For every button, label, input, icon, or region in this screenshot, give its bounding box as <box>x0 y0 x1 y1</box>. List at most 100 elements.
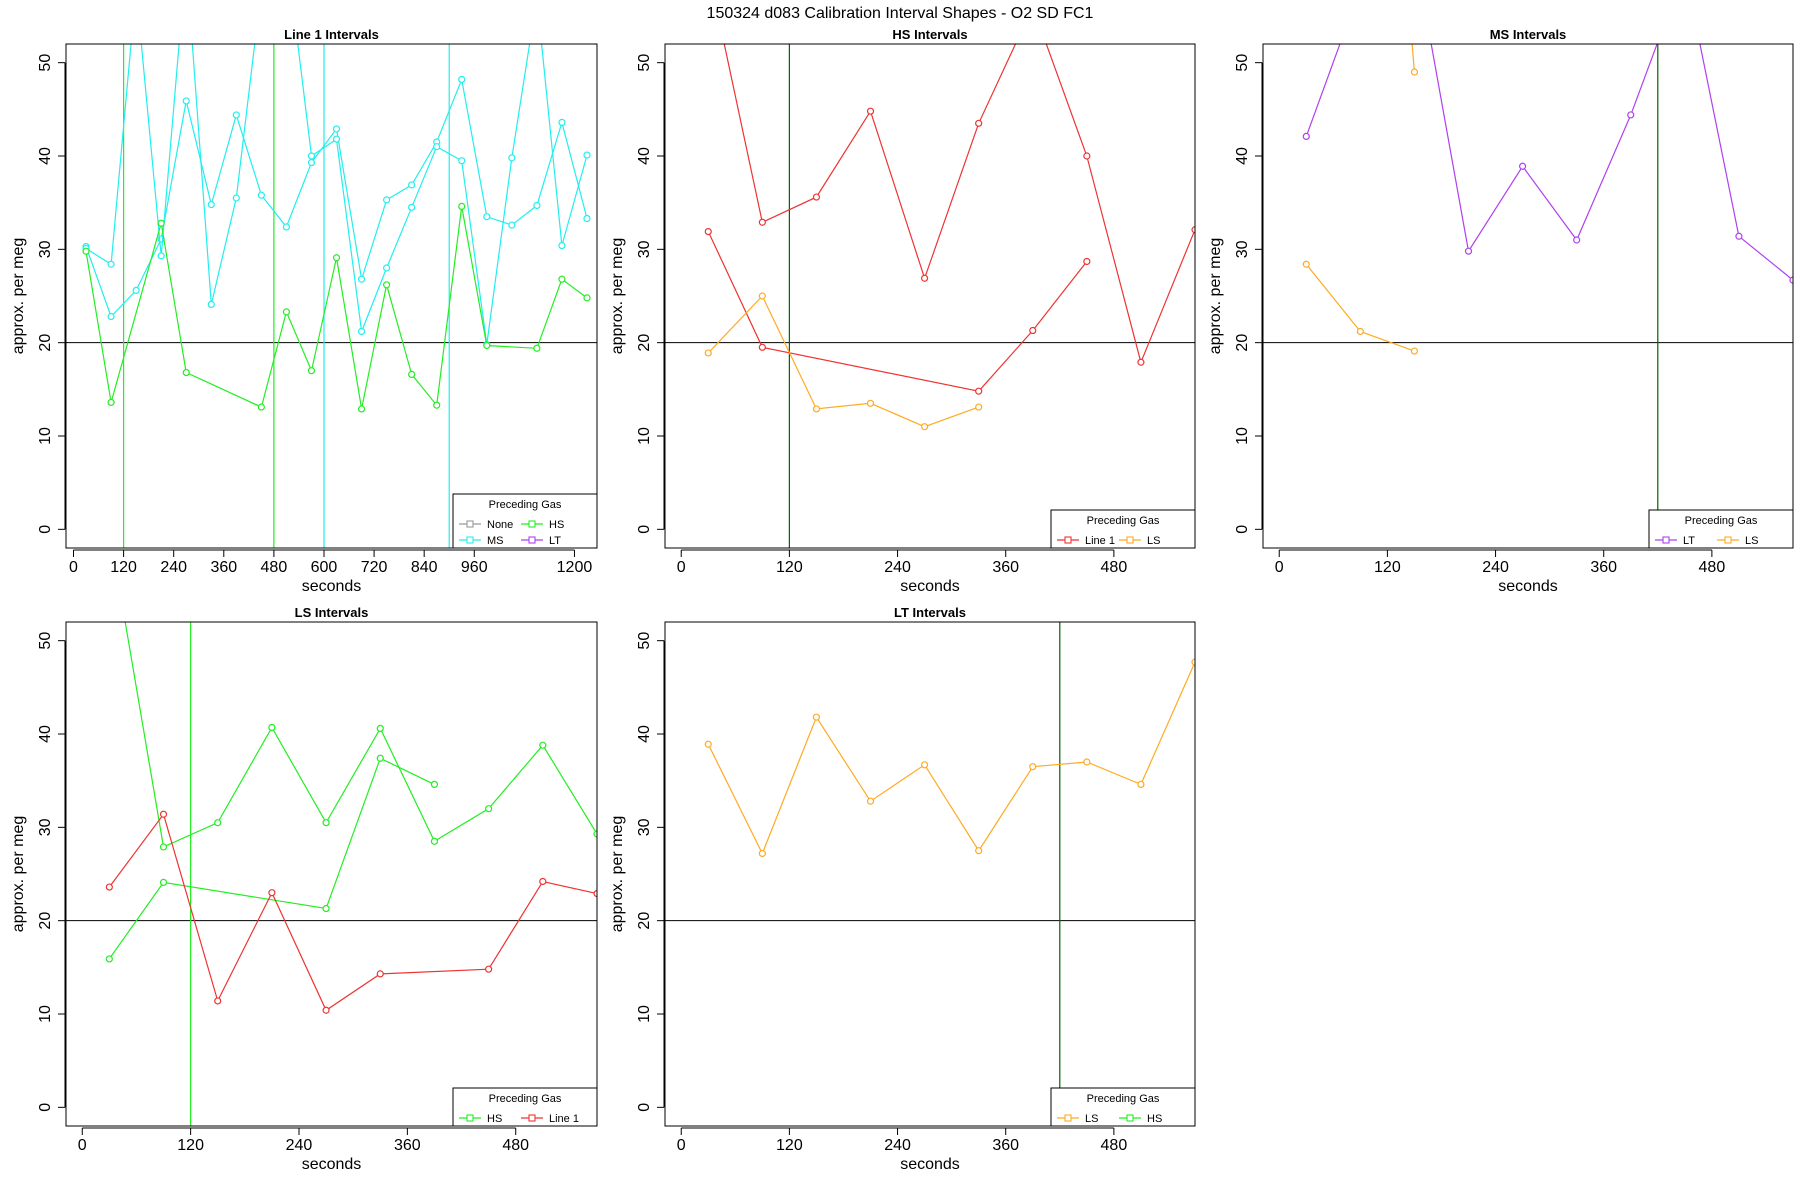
series-line <box>707 231 1088 392</box>
data-point <box>332 254 341 262</box>
y-tick-label: 50 <box>636 632 653 650</box>
data-point <box>214 819 222 827</box>
data-point <box>1302 260 1310 268</box>
y-tick-label: 30 <box>1234 240 1251 258</box>
data-point <box>593 890 597 898</box>
y-axis-title: approx. per meg <box>1207 238 1224 355</box>
data-point <box>332 135 341 143</box>
data-point <box>282 308 291 316</box>
x-axis: 0 120 240 360 480 seconds <box>677 549 1127 595</box>
legend-label: LT <box>1683 535 1695 547</box>
legend-marker <box>1064 1114 1072 1122</box>
data-point <box>1083 758 1091 766</box>
x-tick-label: 0 <box>69 559 78 576</box>
x-tick-label: 240 <box>1482 559 1509 576</box>
data-point <box>408 181 416 189</box>
series-line <box>85 77 588 318</box>
data-point <box>458 75 466 84</box>
x-tick-label: 600 <box>311 559 338 576</box>
data-point <box>214 997 222 1005</box>
plot-area <box>665 622 1195 1126</box>
legend-marker <box>528 520 536 528</box>
data-point <box>1191 658 1195 666</box>
data-point <box>106 526 112 532</box>
legend-title: Preceding Gas <box>1087 1093 1160 1105</box>
data-point <box>376 970 384 978</box>
data-point <box>1029 326 1037 335</box>
legend-marker <box>466 1114 474 1122</box>
legend-title: Preceding Gas <box>489 1093 562 1105</box>
x-tick-label: 0 <box>1275 559 1284 576</box>
x-tick-label: 240 <box>160 559 187 576</box>
data-point <box>322 819 330 827</box>
plot-frame <box>664 621 1196 1127</box>
series-line <box>85 44 588 345</box>
data-point <box>332 125 341 133</box>
data-point <box>1464 247 1473 255</box>
data-point <box>159 878 168 887</box>
data-point <box>157 219 165 227</box>
data-point <box>593 830 597 838</box>
data-point <box>508 221 516 229</box>
legend-label: HS <box>1147 1113 1162 1125</box>
legend-label: Line 1 <box>549 1113 579 1125</box>
chart-panel-4: LS Intervals 0 120 240 360 480 seconds 0 10 20 30 4… <box>10 526 598 1173</box>
legend-label: LS <box>1085 1113 1098 1125</box>
data-point <box>920 761 929 769</box>
y-tick-label: 0 <box>636 525 653 534</box>
data-point <box>812 405 821 413</box>
legend: Preceding Gas Line 1 LS <box>1050 509 1196 549</box>
series-line <box>707 661 1195 855</box>
data-point <box>1407 13 1413 19</box>
data-point <box>105 883 113 891</box>
series-line <box>707 294 979 428</box>
data-point <box>182 97 190 105</box>
data-point <box>558 118 566 127</box>
data-point <box>866 399 875 407</box>
data-point <box>704 228 712 236</box>
y-tick-label: 50 <box>37 632 54 650</box>
legend-label: HS <box>487 1113 502 1125</box>
plot-area <box>66 44 597 548</box>
data-point <box>307 158 316 167</box>
x-tick-label: 1200 <box>557 559 593 576</box>
data-point <box>920 274 929 282</box>
data-point <box>1627 111 1635 119</box>
y-tick-label: 20 <box>37 334 54 352</box>
x-axis-title: seconds <box>900 1156 960 1173</box>
y-tick-label: 50 <box>636 54 653 72</box>
x-tick-label: 360 <box>394 1137 421 1154</box>
data-point <box>257 403 265 411</box>
panel-title: HS Intervals <box>892 27 967 42</box>
x-axis: 0 120 240 360 480 seconds <box>677 1127 1127 1173</box>
x-tick-label: 120 <box>776 559 803 576</box>
x-axis-title: seconds <box>900 578 960 595</box>
data-point <box>1356 327 1364 336</box>
panel-title: MS Intervals <box>1490 27 1567 42</box>
y-tick-label: 20 <box>636 334 653 352</box>
data-point <box>704 740 712 748</box>
data-point <box>307 367 316 375</box>
data-point <box>383 281 391 289</box>
data-point <box>282 223 291 231</box>
data-point <box>458 202 466 210</box>
data-point <box>107 260 115 268</box>
data-point <box>383 196 391 204</box>
legend-title: Preceding Gas <box>1087 515 1160 527</box>
y-tick-label: 30 <box>37 818 54 836</box>
x-tick-label: 0 <box>677 1137 686 1154</box>
data-point <box>920 423 929 431</box>
data-point <box>1029 763 1037 771</box>
legend: Preceding Gas LS HS <box>1050 1087 1196 1127</box>
legend-marker <box>466 536 474 544</box>
series-line <box>108 757 435 960</box>
y-tick-label: 10 <box>636 427 653 445</box>
legend-box <box>1648 509 1794 549</box>
data-point <box>558 242 566 250</box>
chart-panel-3: MS Intervals 0 120 240 360 480 seconds 0 10 20 30 4… <box>1207 13 1794 595</box>
legend-title: Preceding Gas <box>1685 515 1758 527</box>
legend-marker <box>1662 536 1670 544</box>
data-point <box>322 904 330 913</box>
data-point <box>539 877 547 886</box>
y-tick-label: 40 <box>636 147 653 165</box>
